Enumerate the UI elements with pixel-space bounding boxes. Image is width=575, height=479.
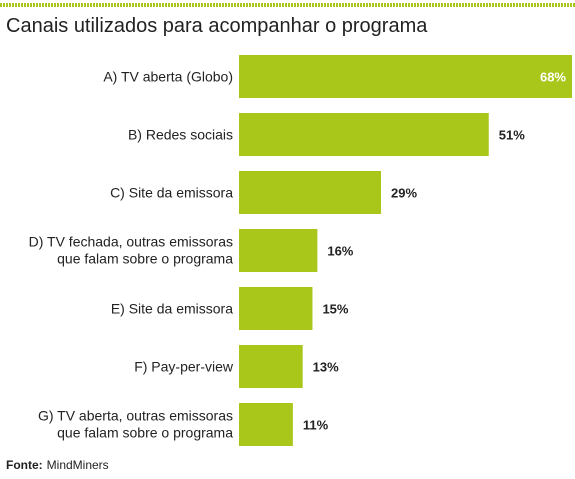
value-label: 16% [327, 244, 353, 259]
source-text: MindMiners [46, 458, 109, 472]
top-decorative-rule [0, 3, 575, 7]
category-label: E) Site da emissora [111, 301, 233, 317]
value-label: 29% [391, 186, 417, 201]
bar [239, 113, 489, 156]
value-label: 68% [540, 70, 566, 85]
bar [239, 229, 318, 272]
source-label: Fonte: [6, 458, 43, 472]
chart-title: Canais utilizados para acompanhar o prog… [6, 15, 428, 37]
bar [239, 55, 572, 98]
category-label: F) Pay-per-view [134, 359, 234, 375]
value-label: 15% [322, 302, 348, 317]
value-label: 11% [303, 418, 329, 433]
category-label: B) Redes sociais [128, 127, 233, 143]
bar [239, 171, 382, 214]
value-label: 51% [499, 128, 525, 143]
bar [239, 287, 313, 330]
category-label: A) TV aberta (Globo) [103, 69, 233, 85]
value-label: 13% [313, 360, 339, 375]
category-label: C) Site da emissora [110, 185, 233, 201]
category-label: G) TV aberta, outras emissoras que falam … [38, 408, 233, 441]
bar [239, 345, 303, 388]
bar [239, 403, 293, 446]
source-note: Fonte: MindMiners [6, 458, 109, 472]
category-label: D) TV fechada, outras emissoras que falam… [29, 234, 234, 267]
